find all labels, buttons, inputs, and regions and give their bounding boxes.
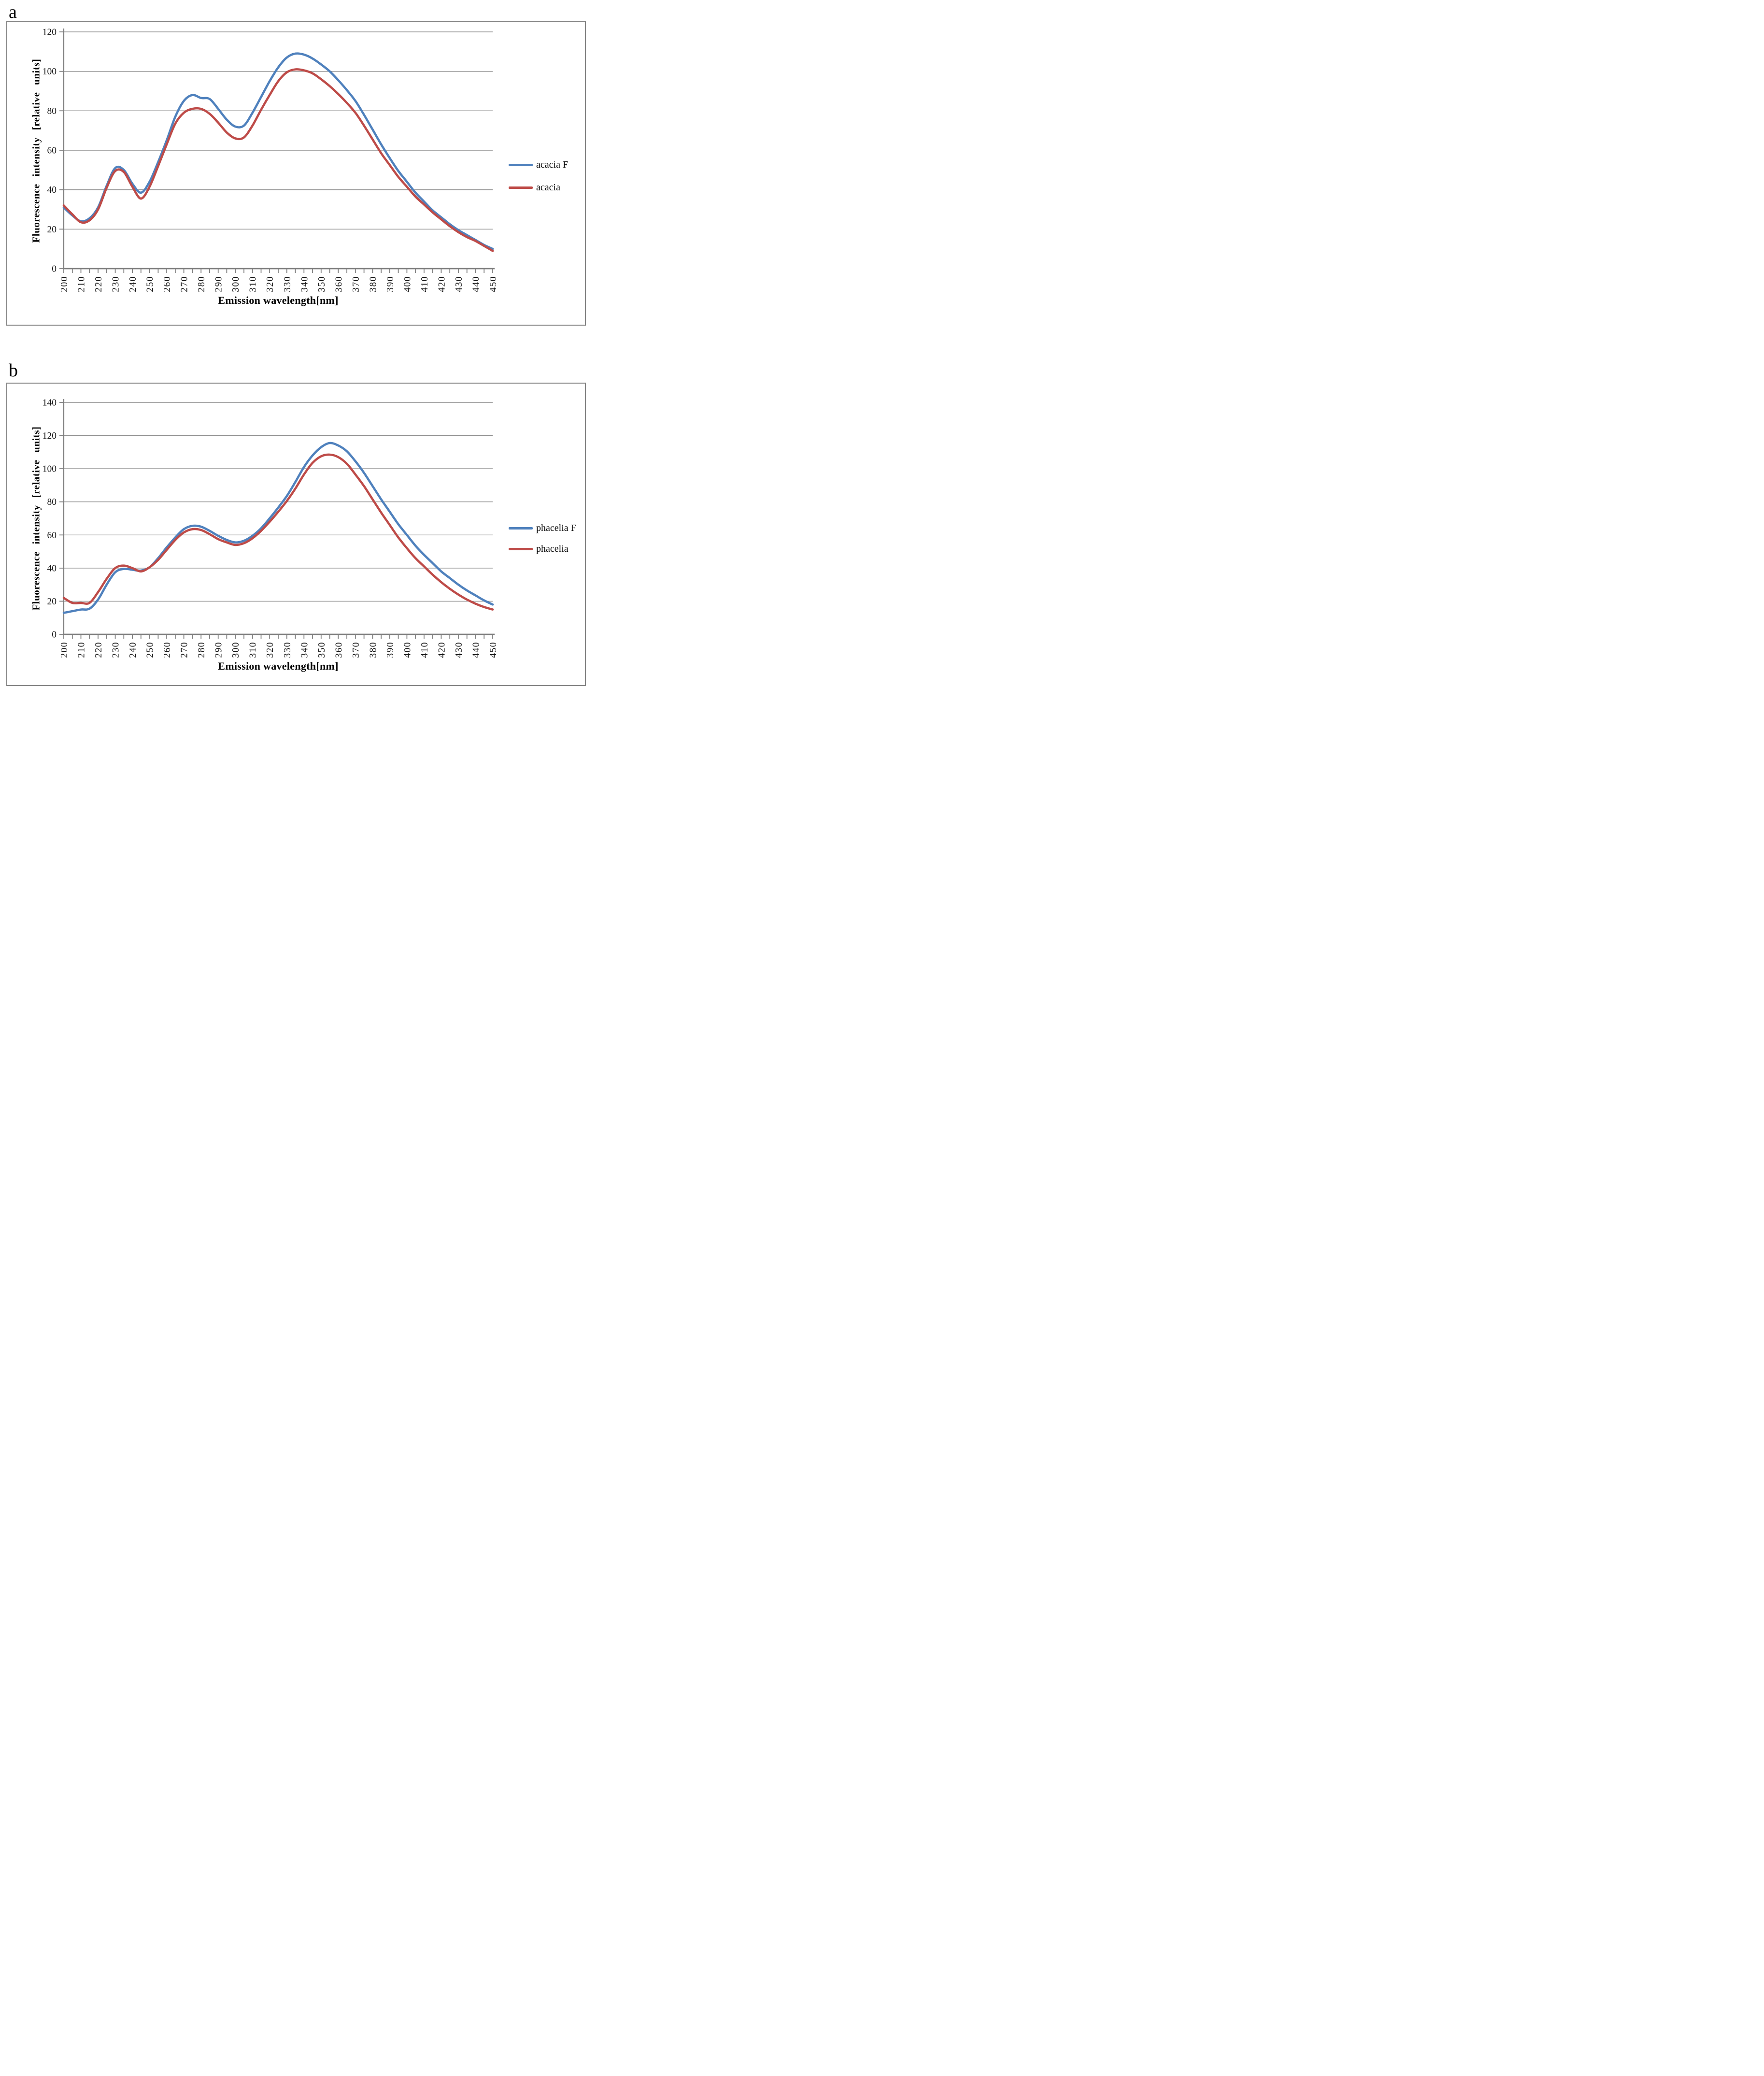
x-axis-title: Emission wavelength[nm] xyxy=(218,294,339,306)
y-tick-label: 0 xyxy=(52,630,57,640)
chart-b-plot: 0 20 40 60 80 100 120 140 200 210 220 230 240 250 260 2… xyxy=(43,398,498,658)
y-tick-label: 80 xyxy=(47,497,57,507)
x-tick-label: 300 xyxy=(231,276,241,292)
x-tick-label: 240 xyxy=(128,642,138,658)
x-tick-label: 290 xyxy=(214,642,224,658)
x-tick-label: 360 xyxy=(334,642,344,658)
legend-item: acacia xyxy=(509,181,568,194)
y-tick-label: 140 xyxy=(43,398,57,408)
x-tick-label: 410 xyxy=(420,642,430,658)
series-line-acacia-F xyxy=(62,52,494,250)
x-tick-label: 350 xyxy=(317,642,327,658)
x-tick-label: 310 xyxy=(248,642,258,658)
x-tick-label: 430 xyxy=(454,276,464,292)
y-tick-label: 60 xyxy=(47,146,57,156)
x-tick-label: 210 xyxy=(77,276,87,292)
x-tick-label: 280 xyxy=(197,642,207,658)
series-line-acacia xyxy=(62,68,494,252)
legend-item: phacelia xyxy=(509,542,576,556)
x-tick-label: 200 xyxy=(59,276,70,292)
x-tick-label: 340 xyxy=(299,642,310,658)
y-tick-label: 40 xyxy=(47,185,57,195)
x-tick-label: 320 xyxy=(265,276,275,292)
x-tick-label: 450 xyxy=(488,642,498,658)
legend: acacia F acacia xyxy=(509,158,568,194)
x-tick-label: 250 xyxy=(145,642,156,658)
legend-label: acacia F xyxy=(536,159,569,170)
x-tick-label: 230 xyxy=(111,642,121,658)
chart-b-frame: 0 20 40 60 80 100 120 140 200 210 220 230 240 250 260 2… xyxy=(6,383,586,686)
x-tick-label: 400 xyxy=(402,276,413,292)
legend-label: phacelia xyxy=(536,543,569,554)
legend: phacelia F phacelia xyxy=(509,521,576,556)
x-tick-label: 280 xyxy=(197,276,207,292)
x-tick-label: 260 xyxy=(162,642,172,658)
legend-label: phacelia F xyxy=(536,522,576,533)
legend-swatch-phacelia xyxy=(509,547,533,550)
y-axis-title: Fluorescence intensity [relative units] xyxy=(30,426,42,611)
x-tick-label: 420 xyxy=(437,642,447,658)
y-tick-label: 0 xyxy=(52,264,57,274)
x-tick-label: 220 xyxy=(94,276,104,292)
x-tick-label: 380 xyxy=(368,642,378,658)
legend-item: phacelia F xyxy=(509,521,576,535)
x-tick-label: 430 xyxy=(454,642,464,658)
x-tick-label: 370 xyxy=(351,642,361,658)
x-tick-label: 310 xyxy=(248,276,258,292)
y-axis-title: Fluorescence intensity [relative units] xyxy=(30,58,42,243)
x-tick-label: 350 xyxy=(317,276,327,292)
x-tick-label: 220 xyxy=(94,642,104,658)
y-tick-label: 20 xyxy=(47,225,57,235)
legend-swatch-acacia xyxy=(509,186,533,189)
x-tick-label: 380 xyxy=(368,276,378,292)
x-tick-label: 250 xyxy=(145,276,156,292)
x-tick-label: 240 xyxy=(128,276,138,292)
x-tick-label: 200 xyxy=(59,642,70,658)
y-tick-label: 120 xyxy=(43,431,57,441)
x-axis-title: Emission wavelength[nm] xyxy=(218,660,339,672)
x-tick-label: 410 xyxy=(420,276,430,292)
x-tick-label: 290 xyxy=(214,276,224,292)
legend-swatch-phacelia-F xyxy=(509,527,533,530)
x-tick-label: 450 xyxy=(488,276,498,292)
x-tick-label: 320 xyxy=(265,642,275,658)
x-tick-label: 390 xyxy=(385,642,396,658)
y-tick-label: 120 xyxy=(43,28,57,38)
x-tick-label: 440 xyxy=(471,642,482,658)
panel-b-label: b xyxy=(9,360,18,381)
series-line-phacelia xyxy=(62,453,494,611)
x-tick-label: 230 xyxy=(111,276,121,292)
y-tick-label: 20 xyxy=(47,597,57,607)
x-tick-label: 270 xyxy=(180,276,190,292)
x-tick-label: 270 xyxy=(180,642,190,658)
x-tick-label: 400 xyxy=(402,642,413,658)
y-tick-label: 40 xyxy=(47,563,57,573)
x-tick-label: 210 xyxy=(77,642,87,658)
x-tick-label: 330 xyxy=(283,276,293,292)
x-tick-label: 260 xyxy=(162,276,172,292)
x-tick-label: 300 xyxy=(231,642,241,658)
y-tick-label: 60 xyxy=(47,530,57,541)
y-tick-label: 100 xyxy=(43,464,57,474)
x-tick-label: 420 xyxy=(437,276,447,292)
x-tick-label: 440 xyxy=(471,276,482,292)
x-tick-label: 360 xyxy=(334,276,344,292)
y-tick-label: 100 xyxy=(43,67,57,77)
legend-swatch-acacia-F xyxy=(509,163,533,166)
legend-item: acacia F xyxy=(509,158,568,172)
chart-a-plot: 0 20 40 60 80 100 120 200 210 220 230 240 250 260 270 2… xyxy=(43,28,498,292)
x-tick-label: 390 xyxy=(385,276,396,292)
figure-page: a 0 20 40 60 80 100 120 200 210 220 230 240 250 260 27… xyxy=(0,0,588,692)
y-tick-label: 80 xyxy=(47,106,57,116)
x-tick-label: 340 xyxy=(299,276,310,292)
x-tick-label: 370 xyxy=(351,276,361,292)
panel-a-label: a xyxy=(9,2,17,22)
chart-a-frame: 0 20 40 60 80 100 120 200 210 220 230 240 250 260 270 2… xyxy=(6,21,586,326)
legend-label: acacia xyxy=(536,182,560,193)
x-tick-label: 330 xyxy=(283,642,293,658)
